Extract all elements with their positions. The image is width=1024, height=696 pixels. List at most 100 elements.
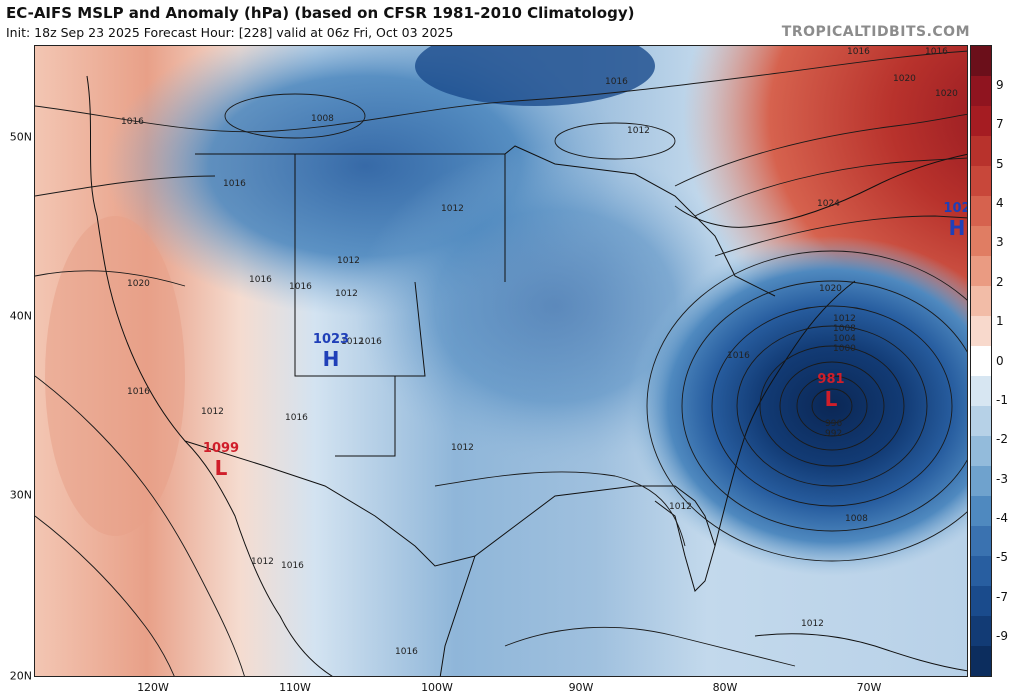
brand-watermark: TROPICALTIDBITS.COM (781, 24, 970, 40)
colorbar-segment (971, 406, 991, 436)
colorbar-label: 1 (996, 314, 1004, 329)
colorbar-label: 7 (996, 117, 1004, 132)
isobar-label: 1012 (801, 619, 824, 629)
pressure-centers: 981 L 1023 H 1099 L 102 H (203, 201, 968, 480)
isobar-label: 1012 (201, 407, 224, 417)
isobar-label: 1020 (127, 279, 150, 289)
colorbar-label: -2 (996, 432, 1008, 447)
isobar-label: 1008 (311, 114, 334, 124)
colorbar-label: -3 (996, 471, 1008, 486)
isobar-label: 1012 (251, 557, 274, 567)
lon-label: 70W (856, 681, 882, 694)
lon-label: 120W (137, 681, 169, 694)
colorbar-segment (971, 586, 991, 616)
isobar-label: 1012 (441, 204, 464, 214)
isobar-label: 1016 (289, 282, 312, 292)
isobar-label: 1024 (817, 199, 840, 209)
colorbar-segment (971, 616, 991, 646)
low-center-letter: L (825, 387, 838, 411)
isobar-label: 1008 (845, 514, 868, 524)
colorbar-segment (971, 346, 991, 376)
colorbar-segment (971, 166, 991, 196)
colorbar-segment (971, 556, 991, 586)
isobar-label: 1012 (451, 443, 474, 453)
lat-label: 30N (9, 488, 32, 502)
coastlines (86, 75, 967, 676)
isobar-label: 1008 (833, 324, 856, 334)
low-center-value: 981 (817, 372, 844, 387)
high-center-value: 1023 (313, 332, 349, 347)
isobar-label: 1000 (833, 344, 856, 354)
isobar-label: 992 (825, 429, 842, 439)
lon-label: 80W (712, 681, 738, 694)
isobar-label: 1020 (893, 74, 916, 84)
isobar-labels: 1016 1020 1008 1012 1016 1012 1016 1016 … (121, 47, 958, 657)
isobar-label: 1004 (833, 334, 856, 344)
colorbar-segment (971, 286, 991, 316)
isobar-label: 1016 (249, 275, 272, 285)
high-center-letter: H (323, 347, 340, 371)
isobar-label: 1012 (337, 256, 360, 266)
isobar-label: 1020 (935, 89, 958, 99)
chart-title: EC-AIFS MSLP and Anomaly (hPa) (based on… (6, 4, 635, 22)
colorbar-segment (971, 256, 991, 286)
low-center-value: 1099 (203, 441, 239, 456)
colorbar-label: 3 (996, 235, 1004, 250)
isobar-label: 1012 (341, 337, 364, 347)
high-center-letter: H (949, 216, 966, 240)
isobar-label: 1012 (335, 289, 358, 299)
colorbar (970, 45, 992, 677)
isobar-label: 1012 (833, 314, 856, 324)
colorbar-label: -9 (996, 629, 1008, 643)
isobar-label: 1016 (121, 117, 144, 127)
colorbar-segment (971, 646, 991, 676)
high-center-value: 102 (943, 201, 968, 216)
isobar-label: 1016 (847, 47, 870, 57)
colorbar-segment (971, 466, 991, 496)
isobar-label: 1016 (281, 561, 304, 571)
isobar-label: 1012 (669, 502, 692, 512)
lon-label: 90W (568, 681, 594, 694)
map-svg: 1016 1020 1008 1012 1016 1012 1016 1016 … (35, 46, 968, 676)
colorbar-segment (971, 46, 991, 76)
colorbar-segment (971, 376, 991, 406)
colorbar-segment (971, 526, 991, 556)
isobar-label: 1016 (605, 77, 628, 87)
colorbar-segment (971, 136, 991, 166)
isobar-label: 996 (825, 419, 842, 429)
low-center-letter: L (215, 456, 228, 480)
colorbar-segment (971, 226, 991, 256)
colorbar-segment (971, 76, 991, 106)
isobar-label: 1016 (223, 179, 246, 189)
colorbar-segment (971, 436, 991, 466)
lat-label: 20N (9, 669, 32, 683)
isobar-label: 1020 (819, 284, 842, 294)
colorbar-label: -1 (996, 392, 1008, 407)
colorbar-label: -4 (996, 510, 1008, 525)
isobar-label: 1016 (359, 337, 382, 347)
isobar-label: 1016 (727, 351, 750, 361)
colorbar-label: -7 (996, 589, 1008, 604)
isobar-label: 1012 (627, 126, 650, 136)
isobar-label: 1016 (395, 647, 418, 657)
lon-label: 100W (421, 681, 453, 694)
lat-label: 40N (9, 309, 32, 323)
colorbar-label: 0 (996, 353, 1004, 368)
colorbar-segment (971, 196, 991, 226)
colorbar-segment (971, 106, 991, 136)
colorbar-label: 5 (996, 156, 1004, 171)
lon-label: 110W (279, 681, 311, 694)
colorbar-label: 2 (996, 274, 1004, 289)
isobar-label: 1016 (925, 47, 948, 57)
colorbar-segment (971, 316, 991, 346)
colorbar-label: 4 (996, 196, 1004, 211)
colorbar-label: -5 (996, 550, 1008, 565)
map-panel: 1016 1020 1008 1012 1016 1012 1016 1016 … (34, 45, 968, 677)
lat-label: 50N (9, 130, 32, 144)
colorbar-segment (971, 496, 991, 526)
isobars (35, 50, 967, 676)
chart-subtitle: Init: 18z Sep 23 2025 Forecast Hour: [22… (6, 25, 454, 40)
colorbar-label: 9 (996, 78, 1004, 92)
isobar-label: 1016 (285, 413, 308, 423)
isobar-label: 1016 (127, 387, 150, 397)
